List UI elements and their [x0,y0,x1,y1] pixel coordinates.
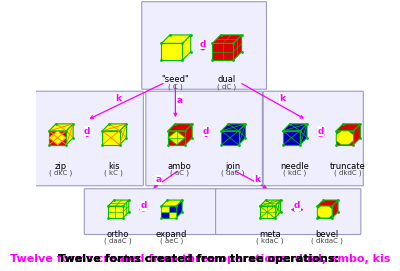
Text: zip: zip [54,162,66,171]
Text: ambo: ambo [168,162,191,171]
Text: ( kdaC ): ( kdaC ) [256,237,284,244]
Polygon shape [49,124,73,131]
Text: d: d [140,201,146,210]
Polygon shape [182,35,191,60]
Polygon shape [238,124,246,145]
Text: ortho: ortho [107,230,129,238]
Polygon shape [317,200,338,206]
Polygon shape [336,124,360,131]
Polygon shape [49,131,66,145]
Text: d: d [84,127,90,136]
Polygon shape [317,206,332,218]
Polygon shape [185,124,192,145]
FancyBboxPatch shape [142,2,266,89]
Polygon shape [108,206,123,218]
Text: ( dkdC ): ( dkdC ) [334,170,362,176]
Polygon shape [169,206,176,212]
Text: ( aeC ): ( aeC ) [160,237,183,244]
Text: ( dC ): ( dC ) [217,83,236,90]
FancyBboxPatch shape [84,189,217,234]
Polygon shape [260,200,280,206]
Polygon shape [168,131,185,145]
Polygon shape [176,200,182,218]
Text: truncate: truncate [330,162,366,171]
Polygon shape [102,124,126,131]
Text: a: a [176,96,182,105]
Polygon shape [49,131,66,145]
Text: ( dkC ): ( dkC ) [49,170,72,176]
FancyBboxPatch shape [263,91,363,186]
Polygon shape [66,124,73,145]
Polygon shape [102,131,120,145]
Text: needle: needle [280,162,309,171]
Polygon shape [168,131,185,145]
Polygon shape [162,206,176,218]
Text: k: k [115,94,121,103]
Polygon shape [336,131,354,145]
Text: kis: kis [108,162,120,171]
Polygon shape [354,124,360,145]
Text: meta: meta [259,230,281,238]
Text: Twelve forms created from three operations:: Twelve forms created from three operatio… [58,254,342,264]
Text: ( daaC ): ( daaC ) [104,237,132,244]
Text: "seed": "seed" [162,75,189,84]
Polygon shape [162,200,182,206]
Polygon shape [283,131,300,145]
Polygon shape [169,212,176,218]
FancyBboxPatch shape [216,189,361,234]
Text: Twelve forms created from three operations: dual, ambo, kis: Twelve forms created from three operatio… [10,254,390,264]
Polygon shape [317,206,332,218]
Text: Twelve forms created from three operations:: Twelve forms created from three operatio… [58,254,342,264]
Polygon shape [123,200,129,218]
Polygon shape [162,35,191,43]
Text: k: k [279,94,285,103]
Polygon shape [120,124,126,145]
Polygon shape [221,124,246,131]
Polygon shape [162,212,169,218]
Polygon shape [162,43,182,60]
Text: d: d [294,201,300,210]
Polygon shape [221,131,238,145]
Polygon shape [233,35,242,60]
Text: ( daC ): ( daC ) [221,170,244,176]
Polygon shape [275,200,280,218]
Text: join: join [225,162,240,171]
Polygon shape [260,206,275,218]
Polygon shape [300,124,307,145]
Polygon shape [212,43,233,60]
Text: ( dkdaC ): ( dkdaC ) [311,237,343,244]
Polygon shape [283,124,307,131]
Text: d: d [203,127,209,136]
FancyBboxPatch shape [35,91,143,186]
Text: d: d [200,40,206,49]
Polygon shape [212,35,242,43]
Polygon shape [168,124,192,131]
Text: ( C ): ( C ) [168,83,183,90]
Text: expand: expand [156,230,187,238]
Text: ( kdC ): ( kdC ) [283,170,306,176]
Text: ( kC ): ( kC ) [104,170,123,176]
Text: dual: dual [217,75,235,84]
Polygon shape [332,200,338,218]
FancyBboxPatch shape [146,91,262,186]
Polygon shape [108,200,129,206]
Text: k: k [254,175,260,184]
Text: d: d [318,127,324,136]
Polygon shape [162,206,169,212]
Text: bevel: bevel [316,230,339,238]
Text: a: a [156,175,162,184]
Polygon shape [336,131,354,145]
Text: ( aC ): ( aC ) [170,170,189,176]
